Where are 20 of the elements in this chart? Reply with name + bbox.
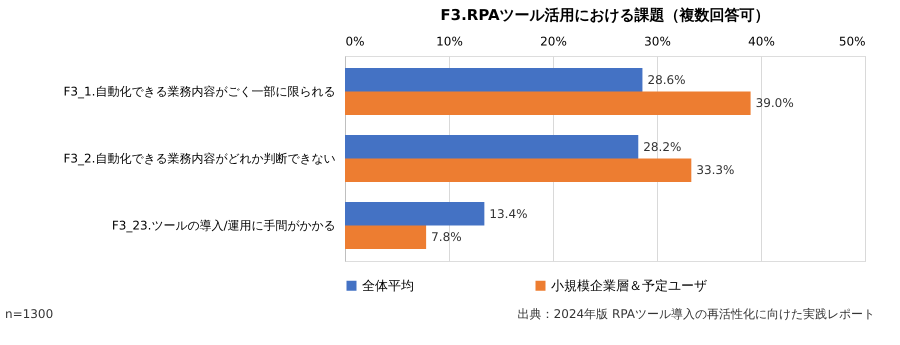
y-tick-label: F3_2.自動化できる業務内容がどれか判断できない [64, 152, 336, 166]
data-label: 7.8% [431, 230, 462, 244]
text: n=1300 [5, 307, 54, 321]
y-tick-label: F3_23.ツールの導入/運用に手間がかかる [112, 218, 336, 232]
x-tick-label: 10% [436, 34, 463, 48]
data-label: 28.2% [643, 140, 682, 154]
x-tick-label: 30% [644, 34, 671, 48]
x-tick-label: 0% [346, 34, 365, 48]
source-note: 出典：2024年版 RPAツール導入の再活性化に向けた実践レポート [518, 307, 875, 321]
x-tick-label: 20% [540, 34, 567, 48]
y-tick-label: F3_1.自動化できる業務内容がごく一部に限られる [64, 84, 336, 99]
legend-label: 小規模企業層＆予定ユーザ [551, 278, 707, 294]
data-label: 28.6% [647, 72, 686, 87]
data-label: 13.4% [489, 206, 528, 221]
data-label: 39.0% [756, 96, 794, 110]
chart-title: F3.RPAツール活用における課題（複数回答可） [440, 6, 770, 24]
x-tick-label: 50% [838, 34, 866, 48]
legend-label: 全体平均 [362, 278, 414, 294]
data-label: 33.3% [696, 163, 734, 178]
x-tick-label: 40% [748, 34, 775, 48]
